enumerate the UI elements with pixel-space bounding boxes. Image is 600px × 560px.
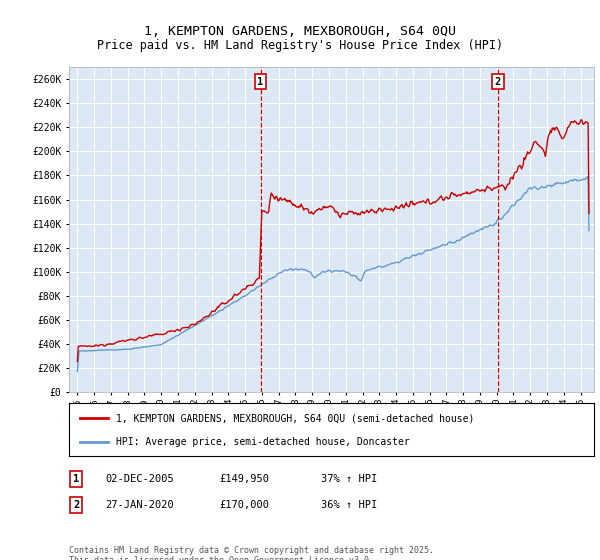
Text: £170,000: £170,000 [219, 500, 269, 510]
Text: 37% ↑ HPI: 37% ↑ HPI [321, 474, 377, 484]
Text: £149,950: £149,950 [219, 474, 269, 484]
Text: 2: 2 [495, 77, 501, 87]
Text: 27-JAN-2020: 27-JAN-2020 [105, 500, 174, 510]
Text: HPI: Average price, semi-detached house, Doncaster: HPI: Average price, semi-detached house,… [116, 436, 410, 446]
Text: Contains HM Land Registry data © Crown copyright and database right 2025.
This d: Contains HM Land Registry data © Crown c… [69, 546, 434, 560]
Text: 2: 2 [73, 500, 79, 510]
Text: 36% ↑ HPI: 36% ↑ HPI [321, 500, 377, 510]
Text: Price paid vs. HM Land Registry's House Price Index (HPI): Price paid vs. HM Land Registry's House … [97, 39, 503, 52]
Text: 1: 1 [257, 77, 263, 87]
Text: 1, KEMPTON GARDENS, MEXBOROUGH, S64 0QU (semi-detached house): 1, KEMPTON GARDENS, MEXBOROUGH, S64 0QU … [116, 413, 475, 423]
Text: 1, KEMPTON GARDENS, MEXBOROUGH, S64 0QU: 1, KEMPTON GARDENS, MEXBOROUGH, S64 0QU [144, 25, 456, 38]
Text: 1: 1 [73, 474, 79, 484]
Text: 02-DEC-2005: 02-DEC-2005 [105, 474, 174, 484]
